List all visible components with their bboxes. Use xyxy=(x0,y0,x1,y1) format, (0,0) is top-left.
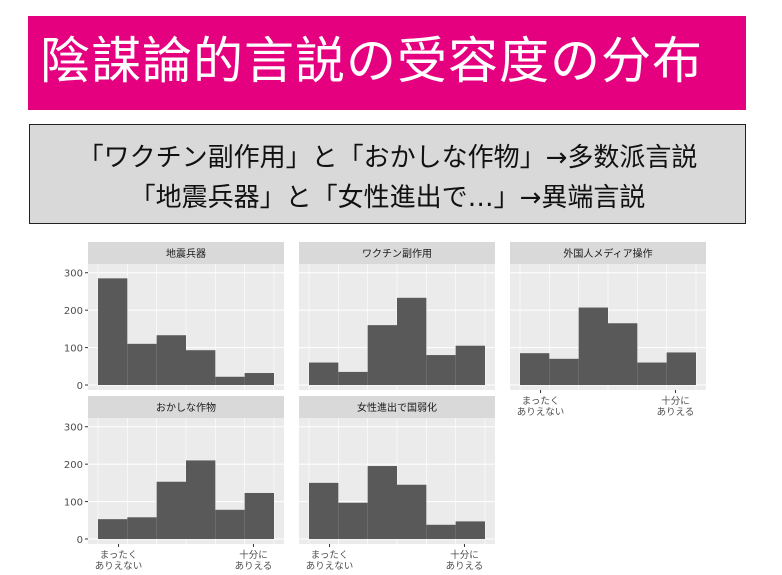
facet-label: ワクチン副作用 xyxy=(362,248,432,260)
histogram-bar xyxy=(367,466,397,539)
histogram-bar xyxy=(549,358,579,385)
slide-title: 陰謀論的言説の受容度の分布 xyxy=(40,32,703,90)
histogram-bar xyxy=(244,492,274,539)
histogram-bar xyxy=(338,502,368,539)
histogram-bar xyxy=(426,524,456,539)
histogram-bar xyxy=(397,484,427,539)
y-tick-label: 100 xyxy=(64,344,83,355)
facet-label: 外国人メディア操作 xyxy=(563,247,652,260)
summary-line-2: 「地震兵器」と「女性進出で…」→異端言説 xyxy=(129,183,646,213)
histogram-bar xyxy=(578,307,608,385)
x-tick-label: ありえない xyxy=(517,407,565,418)
histogram-bar xyxy=(397,297,427,385)
histogram-bar xyxy=(338,371,368,385)
histogram-bar xyxy=(98,278,128,385)
facet-panel: ワクチン副作用 xyxy=(299,242,495,390)
x-tick-label: ありえない xyxy=(306,561,354,572)
histogram-bar xyxy=(520,353,550,385)
histogram-bar xyxy=(455,521,485,539)
histogram-bar xyxy=(367,325,397,385)
y-tick-label: 200 xyxy=(64,306,83,317)
x-tick-label: まったく xyxy=(522,396,560,407)
y-tick-label: 200 xyxy=(64,460,83,471)
y-tick-label: 300 xyxy=(64,423,83,434)
histogram-bar xyxy=(98,519,128,539)
x-tick-label: 十分に xyxy=(450,549,479,561)
x-tick-label: 十分に xyxy=(661,395,690,407)
histogram-bar xyxy=(215,509,245,539)
facet-label: おかしな作物 xyxy=(156,401,216,414)
x-tick-label: まったく xyxy=(311,550,349,561)
x-tick-label: まったく xyxy=(100,550,138,561)
histogram-bar xyxy=(666,352,696,385)
histogram-bar xyxy=(127,343,157,385)
histogram-bar xyxy=(244,373,274,385)
title-banner: 陰謀論的言説の受容度の分布 xyxy=(28,16,746,110)
x-tick-label: 十分に xyxy=(239,549,268,561)
histogram-bar xyxy=(608,323,638,385)
summary-box: 「ワクチン副作用」と「おかしな作物」→多数派言説 「地震兵器」と「女性進出で…」… xyxy=(29,124,746,224)
histogram-bar xyxy=(186,460,216,539)
x-tick-label: ありえる xyxy=(446,561,484,572)
facet-strip xyxy=(299,396,495,418)
histogram-bar xyxy=(426,355,456,385)
facet-strip xyxy=(88,396,284,418)
y-tick-label: 0 xyxy=(77,535,83,546)
histogram-bar xyxy=(455,345,485,385)
x-tick-label: ありえない xyxy=(95,561,143,572)
histogram-bar xyxy=(215,376,245,385)
histogram-bar xyxy=(156,481,186,539)
x-tick-label: ありえる xyxy=(657,407,695,418)
histogram-bar xyxy=(309,482,339,539)
histogram-bar xyxy=(637,362,667,385)
y-tick-label: 100 xyxy=(64,498,83,509)
summary-line-1: 「ワクチン副作用」と「おかしな作物」→多数派言説 xyxy=(77,143,698,173)
histogram-bar xyxy=(156,335,186,385)
facet-strip xyxy=(299,242,495,264)
y-tick-label: 0 xyxy=(77,381,83,392)
histogram-bar xyxy=(127,517,157,539)
facet-label: 女性進出で国弱化 xyxy=(357,401,437,414)
facet-panel: 地震兵器 0 100 200 300 xyxy=(64,242,284,392)
histogram-bar xyxy=(309,362,339,385)
x-tick-label: ありえる xyxy=(235,561,273,572)
histogram-bar xyxy=(186,350,216,385)
facet-strip xyxy=(510,242,706,264)
facet-label: 地震兵器 xyxy=(166,247,206,260)
y-tick-label: 300 xyxy=(64,269,83,280)
facet-strip xyxy=(88,242,284,264)
